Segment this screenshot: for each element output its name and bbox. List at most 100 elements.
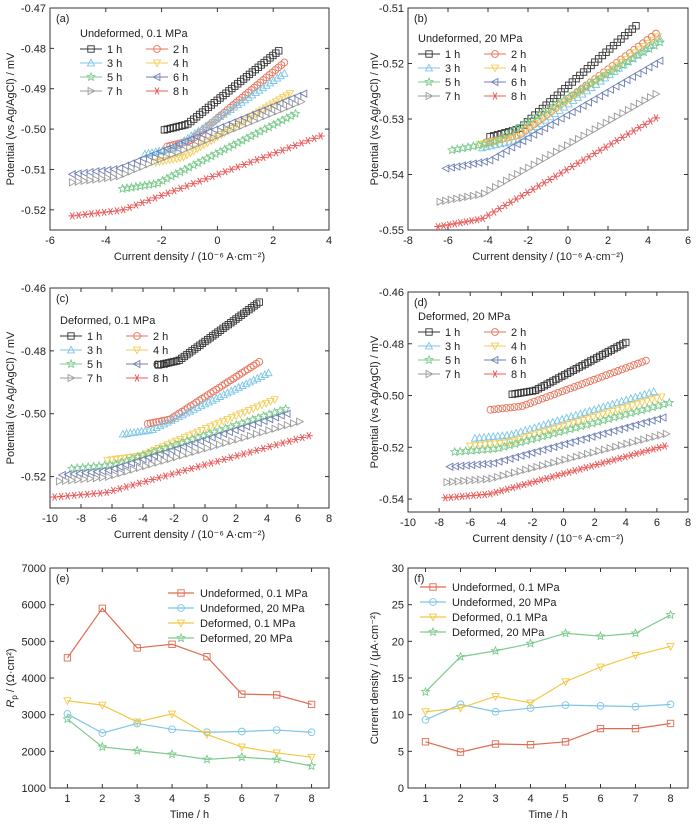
data-point (607, 140, 616, 148)
data-point (562, 111, 571, 120)
legend-marker (425, 328, 433, 336)
x-tick-label: 5 (562, 793, 568, 805)
data-point (250, 302, 258, 310)
data-point (610, 456, 619, 464)
data-point (632, 400, 642, 409)
data-point (560, 627, 571, 638)
data-point (494, 457, 503, 466)
data-point (465, 442, 475, 451)
data-point (144, 196, 153, 204)
panel-label: (d) (414, 297, 427, 309)
data-point (128, 481, 137, 489)
y-tick-label: 3000 (22, 710, 46, 722)
data-point (200, 399, 210, 408)
data-point (195, 177, 204, 185)
data-point (234, 313, 243, 321)
data-point (197, 124, 207, 133)
data-series (68, 132, 325, 220)
data-point (616, 78, 625, 88)
data-point (591, 125, 600, 134)
legend-marker (427, 626, 439, 637)
data-point (554, 424, 563, 433)
data-point (189, 404, 199, 413)
data-point (221, 128, 230, 138)
data-point (635, 123, 644, 132)
x-tick-label: 2 (233, 513, 239, 525)
data-point (262, 80, 271, 89)
data-point (603, 427, 612, 437)
data-point (590, 375, 598, 384)
data-point (473, 216, 482, 224)
data-point (649, 36, 658, 45)
data-point (272, 73, 282, 82)
data-point (107, 456, 116, 465)
data-point (600, 88, 609, 98)
data-point (619, 109, 628, 118)
data-point (209, 332, 217, 340)
data-point (526, 741, 535, 749)
data-point (542, 474, 551, 483)
data-point (494, 405, 503, 413)
data-point (135, 479, 144, 487)
data-point (579, 156, 588, 164)
data-point (172, 357, 181, 365)
legend-marker (490, 64, 500, 73)
data-point (299, 89, 308, 98)
data-point (68, 212, 77, 220)
data-point (270, 413, 279, 422)
data-point (475, 433, 484, 442)
legend-marker (490, 342, 500, 351)
data-point (478, 214, 487, 223)
data-point (586, 128, 595, 137)
data-point (612, 136, 621, 145)
data-point (493, 431, 503, 440)
legend-marker (65, 358, 77, 369)
data-point (436, 197, 445, 206)
data-point (126, 458, 135, 468)
data-point (539, 113, 549, 122)
data-point (170, 413, 180, 422)
data-point (606, 444, 615, 453)
y-tick-label: -0.54 (379, 170, 404, 182)
data-point (621, 453, 630, 461)
data-point (307, 700, 316, 709)
data-point (259, 428, 268, 437)
data-point (227, 126, 236, 135)
data-point (203, 444, 212, 453)
data-point (638, 448, 647, 456)
data-point (609, 426, 618, 435)
data-point (306, 760, 317, 771)
data-point (247, 420, 256, 429)
data-point (503, 176, 512, 185)
data-point (253, 418, 262, 428)
data-point (622, 338, 630, 347)
data-point (298, 433, 307, 442)
data-point (160, 456, 169, 465)
x-tick-label: 0 (214, 235, 220, 247)
data-point (606, 369, 614, 378)
data-series (117, 108, 301, 194)
data-point (618, 133, 627, 142)
data-point (480, 441, 490, 450)
data-point (621, 55, 631, 64)
data-point (284, 144, 293, 152)
data-point (219, 429, 228, 439)
legend-marker (152, 59, 162, 68)
data-point (642, 417, 651, 427)
data-point (566, 384, 575, 393)
x-tick-label: -2 (528, 517, 538, 529)
series-line (67, 713, 312, 734)
data-point (184, 440, 193, 450)
data-point (209, 442, 218, 451)
data-point (280, 104, 289, 114)
data-point (562, 386, 571, 394)
data-point (584, 449, 593, 459)
data-point (536, 157, 545, 166)
data-point (265, 151, 274, 159)
data-point (551, 117, 560, 126)
data-point (290, 419, 299, 428)
legend-marker (177, 604, 185, 612)
data-point (501, 146, 510, 155)
data-point (632, 450, 641, 458)
